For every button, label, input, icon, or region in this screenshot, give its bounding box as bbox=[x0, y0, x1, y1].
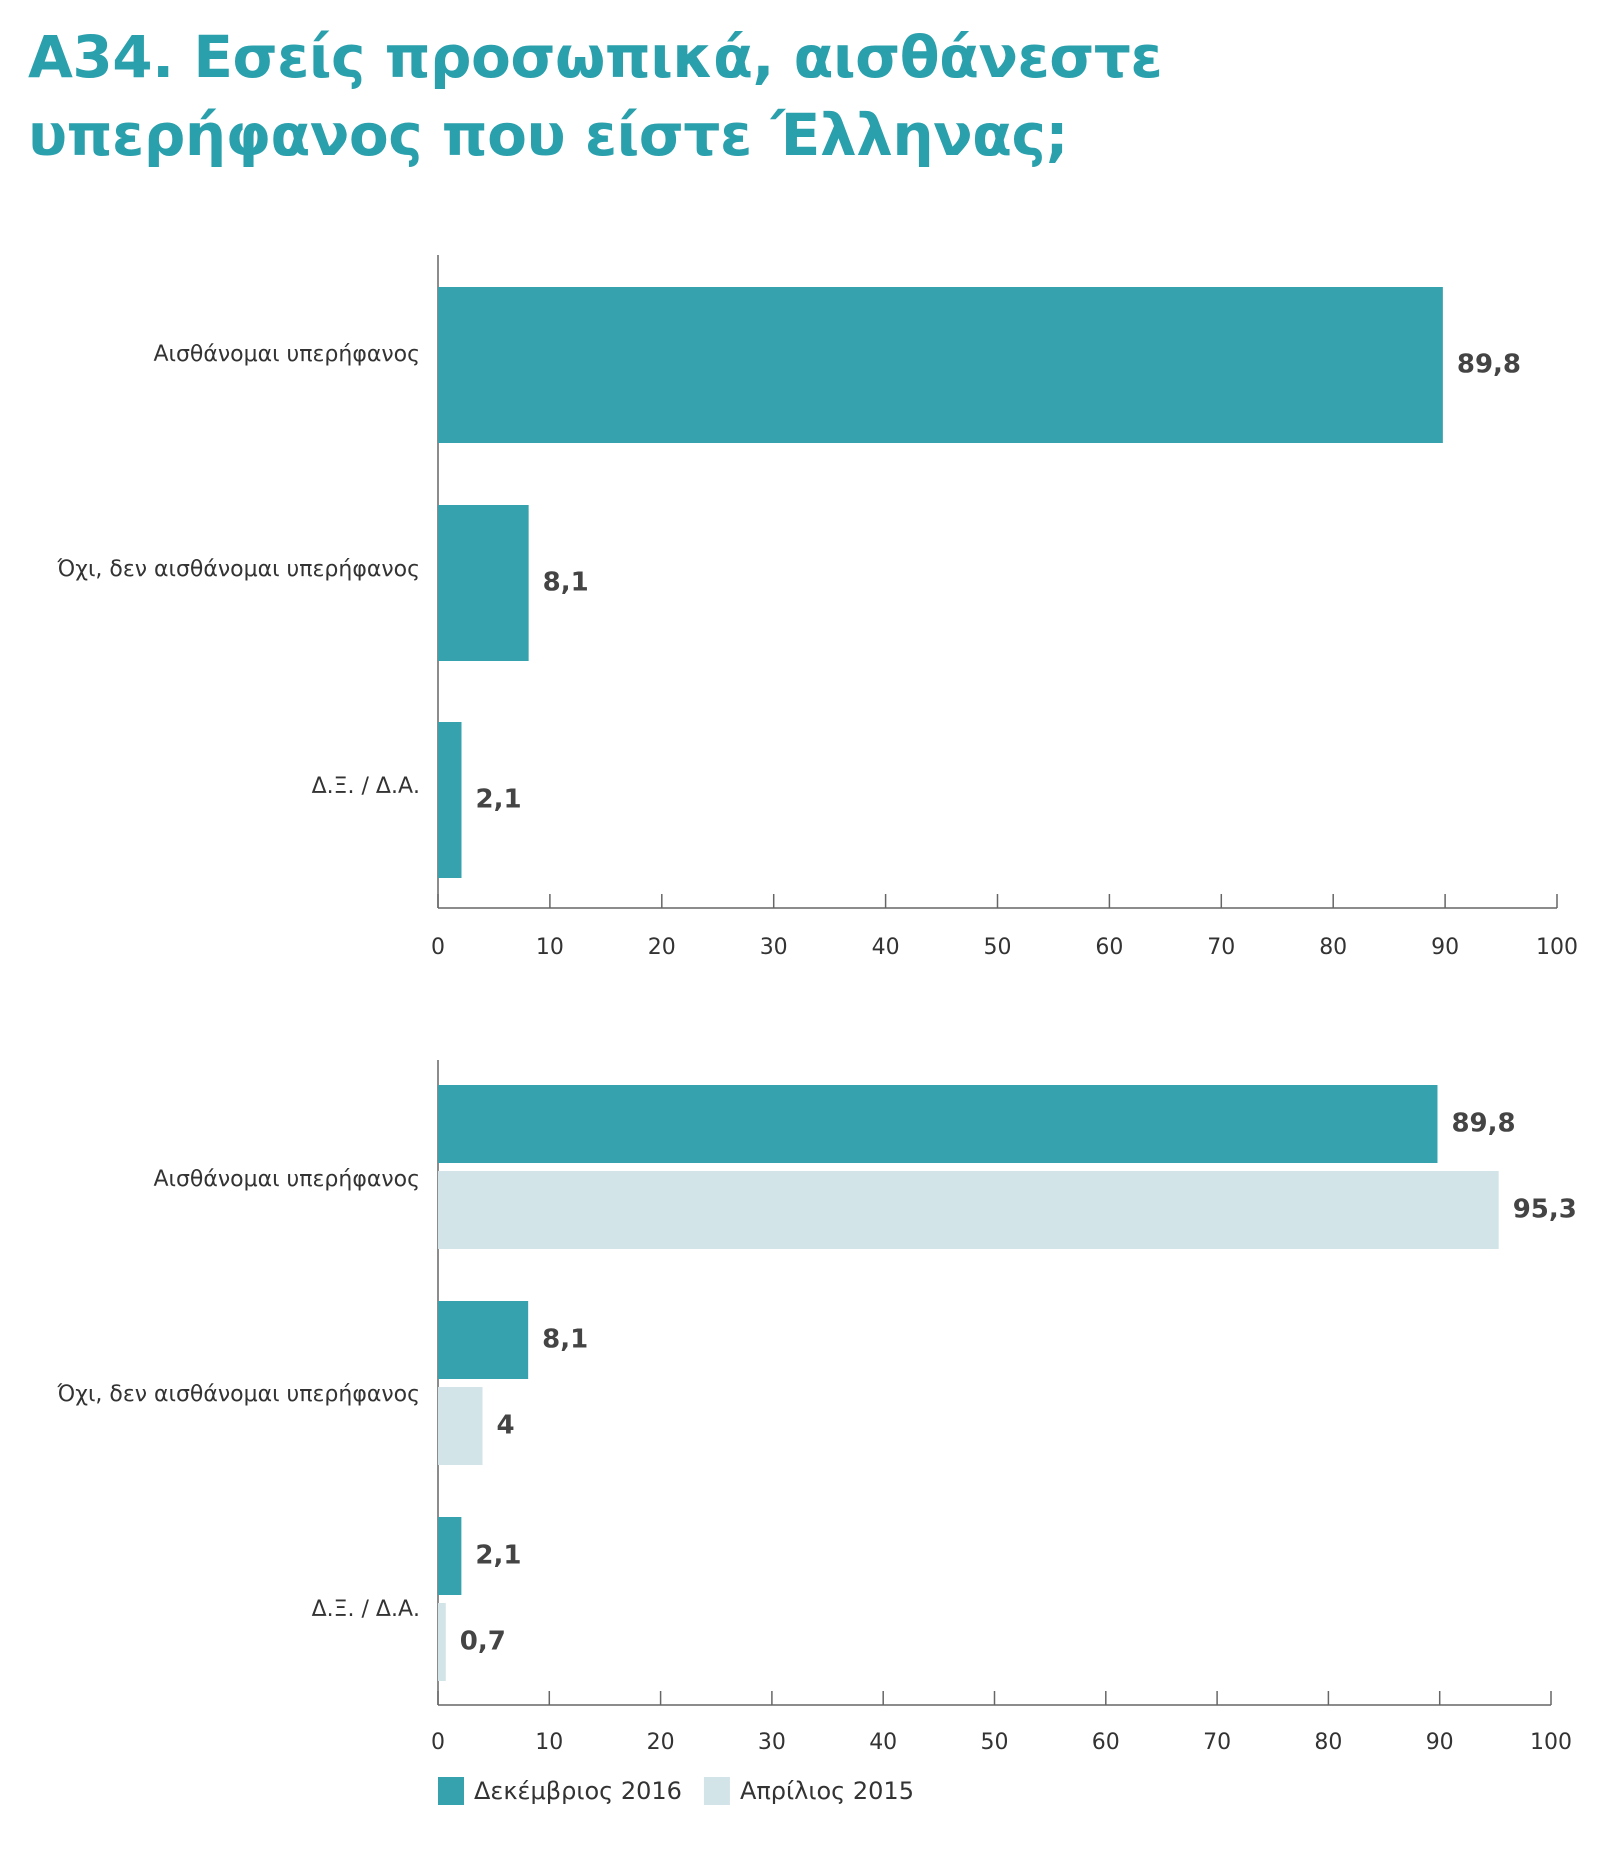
bar bbox=[438, 1387, 483, 1465]
legend-label: Δεκέμβριος 2016 bbox=[474, 1777, 682, 1805]
data-label: 2,1 bbox=[475, 785, 521, 815]
x-tick-label: 90 bbox=[1431, 935, 1459, 960]
category-label: Αισθάνομαι υπερήφανος bbox=[153, 342, 420, 367]
data-label: 2,1 bbox=[475, 1541, 521, 1571]
data-label: 0,7 bbox=[460, 1627, 506, 1657]
bar bbox=[438, 1085, 1438, 1163]
x-tick-label: 30 bbox=[760, 935, 788, 960]
legend-label: Απρίλιος 2015 bbox=[740, 1777, 914, 1805]
x-tick-label: 70 bbox=[1207, 935, 1235, 960]
bar bbox=[438, 1603, 446, 1681]
category-label: Αισθάνομαι υπερήφανος bbox=[153, 1167, 420, 1192]
x-tick-label: 0 bbox=[431, 1730, 445, 1755]
bar bbox=[438, 1517, 462, 1595]
x-tick-label: 100 bbox=[1536, 935, 1578, 960]
category-label: Όχι, δεν αισθάνομαι υπερήφανος bbox=[56, 557, 420, 582]
x-tick-label: 50 bbox=[981, 1730, 1009, 1755]
data-label: 95,3 bbox=[1513, 1195, 1577, 1225]
x-tick-label: 20 bbox=[648, 935, 676, 960]
x-tick-label: 60 bbox=[1095, 935, 1123, 960]
x-tick-label: 80 bbox=[1319, 935, 1347, 960]
data-label: 89,8 bbox=[1457, 350, 1521, 380]
x-tick-label: 40 bbox=[872, 935, 900, 960]
bar bbox=[438, 287, 1443, 443]
data-label: 8,1 bbox=[543, 568, 589, 598]
x-tick-label: 30 bbox=[758, 1730, 786, 1755]
bar bbox=[438, 1301, 529, 1379]
data-label: 8,1 bbox=[542, 1325, 588, 1355]
x-tick-label: 0 bbox=[431, 935, 445, 960]
legend-swatch bbox=[703, 1777, 730, 1805]
data-label: 89,8 bbox=[1451, 1109, 1515, 1139]
category-label: Δ.Ξ. / Δ.Α. bbox=[312, 774, 420, 799]
x-tick-label: 60 bbox=[1092, 1730, 1120, 1755]
legend-swatch bbox=[438, 1777, 464, 1805]
bar bbox=[438, 722, 462, 878]
chart-title: A34. Εσείς προσωπικά, αισθάνεστε υπερήφα… bbox=[28, 23, 1163, 169]
category-label: Δ.Ξ. / Δ.Α. bbox=[312, 1597, 420, 1622]
x-tick-label: 90 bbox=[1426, 1730, 1454, 1755]
x-tick-label: 70 bbox=[1203, 1730, 1231, 1755]
x-tick-label: 100 bbox=[1530, 1730, 1572, 1755]
bar bbox=[438, 505, 529, 661]
x-tick-label: 40 bbox=[869, 1730, 897, 1755]
x-tick-label: 10 bbox=[536, 935, 564, 960]
x-tick-label: 20 bbox=[647, 1730, 675, 1755]
x-tick-label: 10 bbox=[535, 1730, 563, 1755]
bar bbox=[438, 1171, 1499, 1249]
x-tick-label: 50 bbox=[984, 935, 1012, 960]
x-tick-label: 80 bbox=[1314, 1730, 1342, 1755]
category-label: Όχι, δεν αισθάνομαι υπερήφανος bbox=[56, 1382, 420, 1407]
data-label: 4 bbox=[497, 1411, 515, 1441]
